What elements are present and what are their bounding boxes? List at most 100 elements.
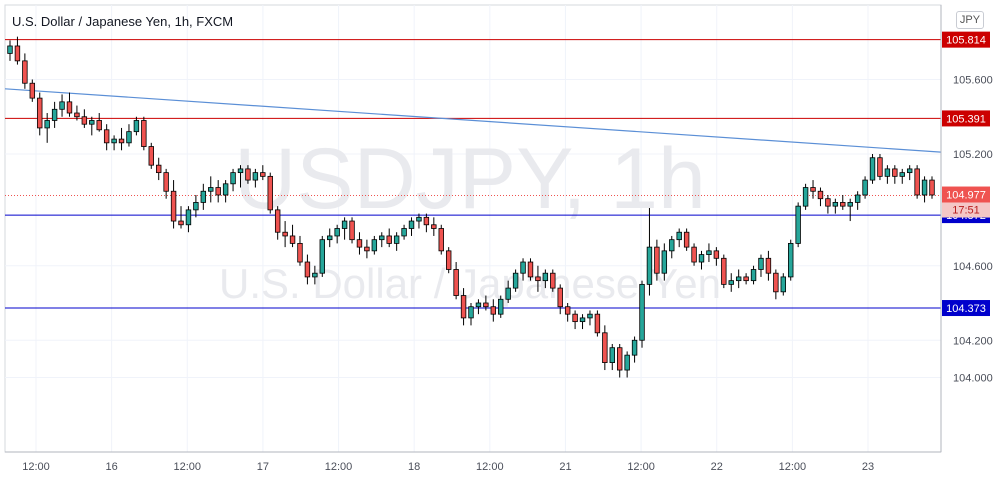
candle-body [609,347,615,364]
candle-body [639,283,645,341]
candle-body [460,295,467,319]
candle-body [728,280,734,285]
resistance-level-tag [942,110,990,127]
support-level-label: 104.373 [946,303,986,315]
candle-body [542,272,549,282]
candle-body [490,306,497,315]
candle-body [683,231,690,248]
x-tick-label: 23 [862,461,874,473]
candle-body [297,242,303,263]
candle-body [103,129,110,144]
candle-body [713,250,720,259]
candle-body [252,172,259,181]
candle-body [193,202,199,211]
candle-body [780,276,786,293]
candle-body [312,272,318,278]
candle-body [735,276,742,282]
candle-body [810,187,816,192]
candle-body [602,332,608,363]
candle-body [617,347,623,371]
x-tick-label: 12:00 [476,461,504,473]
candle-body [564,306,571,315]
candle-body [431,224,437,229]
countdown-label: 17:51 [952,205,980,217]
candle-body [438,228,444,252]
candle-body [527,261,534,278]
candle-body [327,235,333,241]
candle-body [892,168,898,177]
candle-body [758,257,764,270]
candle-body [631,339,638,356]
candle-body [884,168,891,177]
candle-body [148,146,154,166]
candle-body [906,168,913,174]
candle-body [624,354,630,371]
candle-body [557,287,563,308]
candle-body [215,187,221,196]
x-tick-label: 12:00 [779,461,807,473]
candle-body [788,242,794,278]
candle-body [260,172,266,177]
candle-body [222,183,229,196]
candle-body [594,313,601,334]
candle-body [445,250,452,270]
candle-body [230,172,236,185]
candle-body [483,302,489,308]
candle-body [453,269,459,296]
candle-body [802,187,809,207]
candle-body [59,101,65,110]
watermark-symbol: USDJPY, 1h [234,131,706,227]
x-tick-label: 21 [559,461,571,473]
candle-body [81,116,88,125]
candle-body [646,246,653,285]
candle-body [832,202,839,207]
grid [4,4,942,453]
currency-badge[interactable]: JPY [956,11,984,29]
candle-body [914,168,920,196]
candle-body [282,231,288,237]
candle-body [349,220,355,241]
watermark-name: U.S. Dollar / Japanese Yen [219,260,721,307]
candle-body [66,101,73,114]
candle-body [96,120,102,131]
candle-body [274,209,281,233]
candle-body [393,235,400,244]
x-tick-label: 12:00 [174,461,202,473]
candle-body [862,179,868,196]
y-tick-label: 104.600 [953,261,993,273]
candle-body [74,112,80,118]
candle-body [498,298,504,315]
candle-body [661,250,668,274]
candle-body [475,302,482,308]
candle-body [245,168,251,181]
candle-body [869,157,876,181]
candle-body [669,239,675,252]
countdown-tag [942,202,990,218]
candle-body [185,209,192,226]
x-tick-label: 22 [711,461,723,473]
candle-body [178,220,184,226]
candle-body [170,190,177,222]
candle-body [416,216,422,222]
y-tick-label: 105.600 [953,75,993,87]
watermark: USDJPY, 1h U.S. Dollar / Japanese Yen [219,131,721,307]
candle-body [208,187,214,192]
trendline-layer [4,88,942,153]
candle-body [587,313,593,319]
y-tick-label: 104.200 [953,335,993,347]
candle-body [334,228,340,237]
candle-body [847,202,853,207]
candle-body [371,239,378,252]
candle-body [22,60,28,84]
candle-body [550,272,556,289]
resistance-level-label: 105.391 [946,113,986,125]
candle-body [156,164,162,174]
candle-body [118,138,125,144]
candle-body [572,313,578,323]
x-tick-label: 18 [408,461,420,473]
candle-body [579,317,586,323]
candle-body [401,228,407,237]
candle-body [267,175,273,211]
candle-body [289,235,296,244]
candle-body [7,45,13,54]
